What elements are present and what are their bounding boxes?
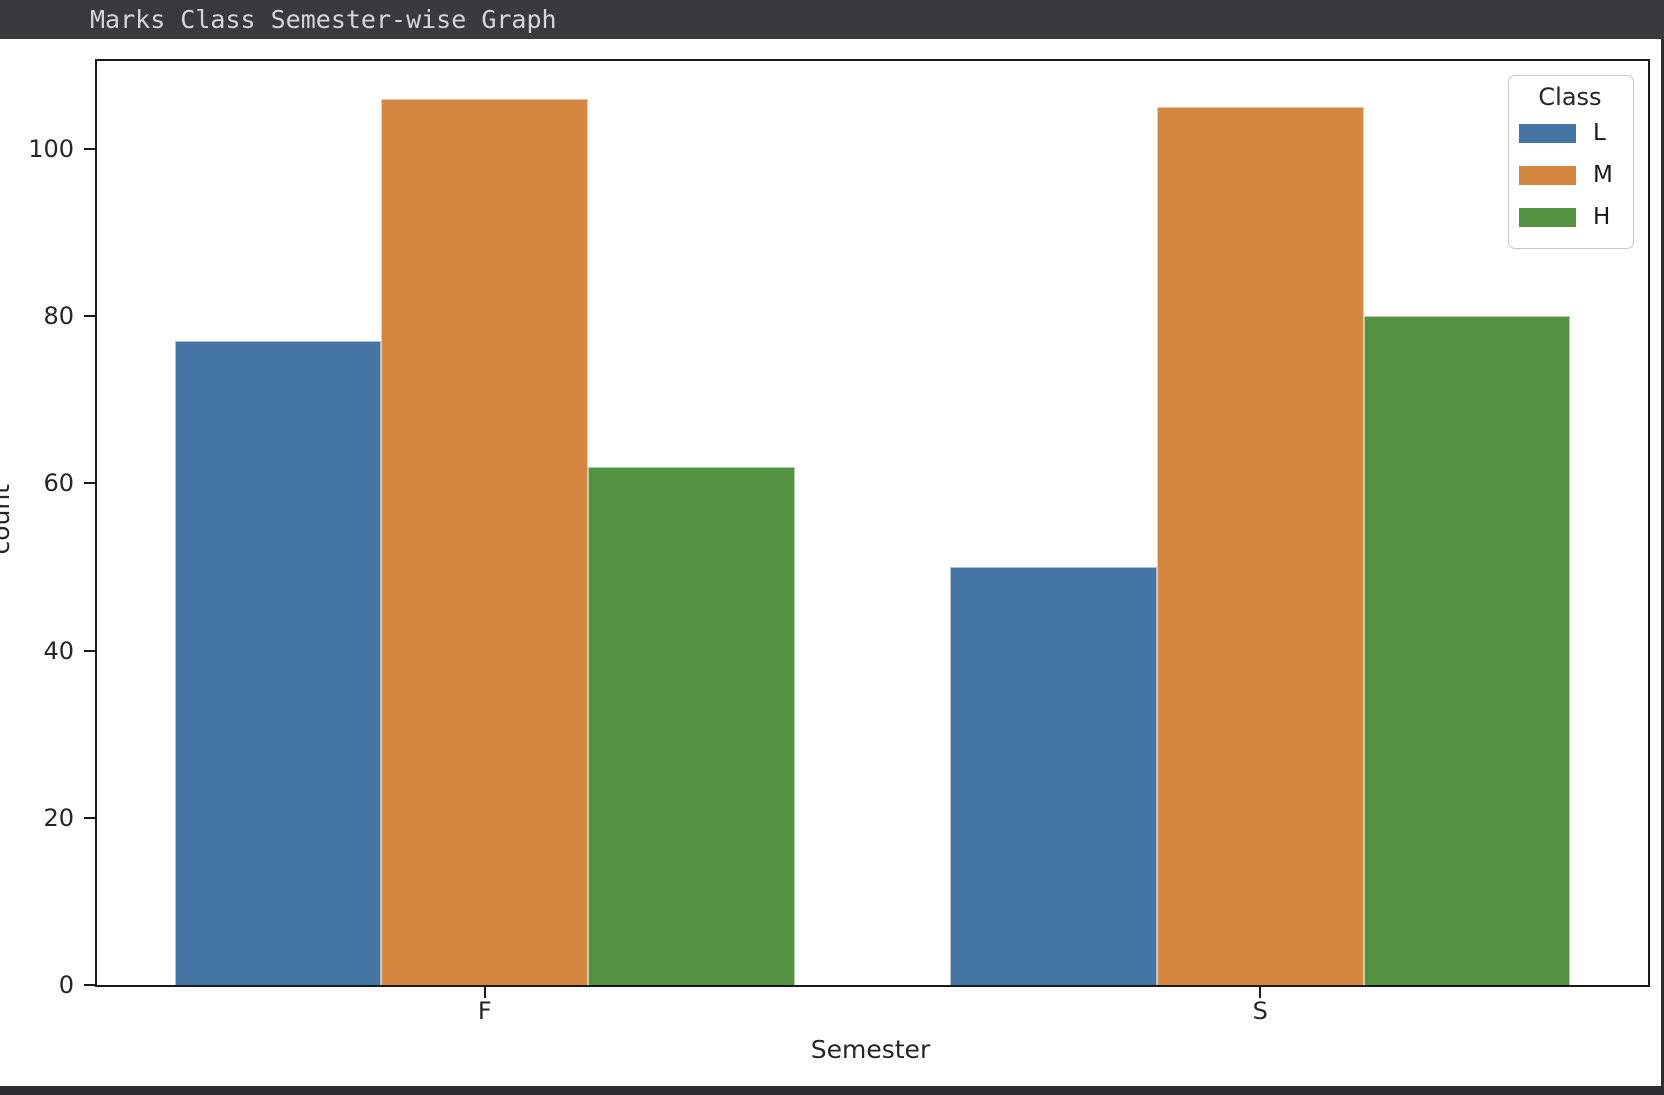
x-tick-label: S	[1252, 997, 1268, 1025]
y-tick-mark	[84, 649, 95, 652]
legend-swatch-M	[1519, 166, 1576, 185]
y-tick-mark	[84, 147, 95, 150]
legend-swatch-H	[1519, 208, 1576, 227]
legend-item-L: L	[1519, 120, 1633, 147]
window-title: Marks Class Semester-wise Graph	[90, 5, 557, 34]
bar-S-H	[1363, 316, 1571, 985]
legend-label: H	[1593, 204, 1611, 230]
y-tick-mark	[84, 816, 95, 819]
y-tick-label: 0	[58, 971, 74, 999]
legend-item-H: H	[1519, 204, 1633, 231]
y-tick-label: 20	[43, 803, 74, 832]
legend-item-M: M	[1519, 162, 1633, 189]
bar-F-L	[174, 341, 382, 985]
y-tick-mark	[84, 984, 95, 986]
bar-F-H	[588, 466, 795, 985]
y-tick-label: 60	[43, 469, 74, 498]
y-tick-label: 100	[28, 134, 74, 163]
y-tick-label: 80	[43, 302, 74, 330]
x-tick-mark	[1259, 987, 1262, 998]
legend-label: L	[1593, 120, 1606, 146]
window-titlebar: Marks Class Semester-wise Graph	[0, 0, 1664, 39]
x-tick-label: F	[477, 997, 492, 1025]
legend-title: Class	[1538, 83, 1602, 111]
y-tick-label: 40	[43, 636, 74, 665]
y-tick-mark	[84, 482, 95, 485]
x-axis-label: Semester	[810, 1035, 931, 1064]
bar-S-L	[950, 566, 1157, 985]
y-tick-mark	[84, 315, 95, 317]
legend-label: M	[1593, 162, 1613, 188]
x-tick-mark	[483, 987, 486, 998]
legend-swatch-L	[1519, 124, 1576, 143]
bar-F-M	[381, 98, 589, 985]
bar-S-M	[1156, 107, 1364, 985]
